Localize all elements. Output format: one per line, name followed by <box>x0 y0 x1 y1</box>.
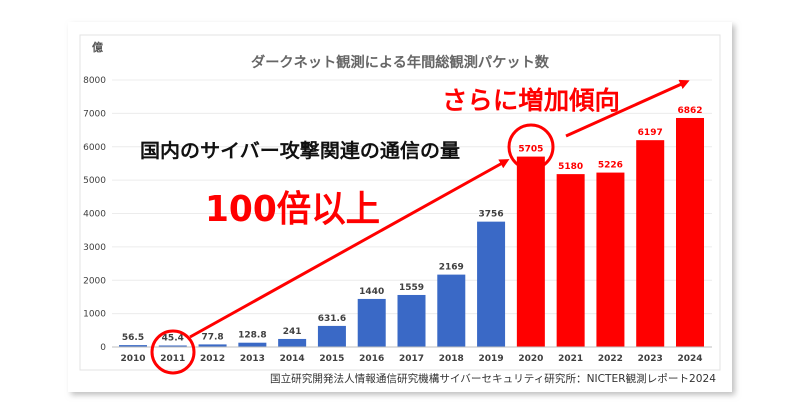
data-label-2015: 631.6 <box>318 314 346 324</box>
highlight-circle-2011 <box>150 329 196 375</box>
source-note: 国立研究開発法人情報通信研究機構サイバーセキュリティ研究所：NICTER観測レポ… <box>270 372 716 385</box>
y-tick-label: 7000 <box>83 109 106 119</box>
bar-2024 <box>676 117 704 348</box>
data-label-2021: 5180 <box>558 162 583 172</box>
data-label-2024: 6862 <box>677 106 702 116</box>
x-axis-categories: 2010 2011 2012 2013 2014 2015 2016 2017 2018 2019… <box>120 354 702 364</box>
bar-2021 <box>556 174 585 347</box>
bar-2015 <box>317 325 346 347</box>
data-label-2014: 241 <box>283 327 302 337</box>
y-tick-label: 6000 <box>83 143 106 153</box>
data-label-2023: 6197 <box>638 128 663 138</box>
x-tick-label: 2020 <box>518 354 543 364</box>
highlight-circle-2020 <box>507 123 555 171</box>
data-label-2012: 77.8 <box>201 332 223 342</box>
growth-arrow <box>189 159 510 339</box>
chart-frame <box>79 34 721 371</box>
bar-2018 <box>437 274 466 347</box>
y-tick-label: 2000 <box>83 276 106 286</box>
y-tick-label: 0 <box>100 343 106 353</box>
bar-2020 <box>516 156 545 347</box>
bar-2014 <box>278 338 307 347</box>
trend-arrow <box>565 79 690 138</box>
x-tick-label: 2010 <box>120 354 145 364</box>
chart-title: ダークネット観測による年間総観測パケット数 <box>251 54 550 71</box>
x-tick-label: 2023 <box>638 354 663 364</box>
x-tick-label: 2015 <box>319 354 344 364</box>
data-label-2020: 5705 <box>518 145 543 155</box>
data-label-2022: 5226 <box>598 161 623 171</box>
annotation-growth: 100倍以上 <box>205 189 380 230</box>
bar-2019 <box>477 221 506 347</box>
bar-2022 <box>596 172 625 347</box>
data-label-2018: 2169 <box>439 263 464 273</box>
data-label-2013: 128.8 <box>238 331 266 341</box>
x-tick-label: 2018 <box>439 354 464 364</box>
bar-2012 <box>198 344 227 347</box>
bar-2023 <box>636 140 665 347</box>
x-tick-label: 2013 <box>240 354 265 364</box>
data-label-2011: 45.4 <box>162 333 184 343</box>
y-axis-ticks: 0 1000 2000 3000 4000 5000 6000 7000 8000 <box>83 76 106 353</box>
y-tick-label: 3000 <box>83 243 106 253</box>
annotation-trend: さらに増加傾向 <box>442 86 620 115</box>
y-axis-unit: 億 <box>92 40 103 54</box>
x-tick-label: 2012 <box>200 354 225 364</box>
y-tick-label: 5000 <box>83 176 106 186</box>
x-tick-label: 2016 <box>359 354 384 364</box>
bar-2011 <box>158 345 187 347</box>
bars <box>119 117 704 348</box>
x-tick-label: 2011 <box>160 354 185 364</box>
annotation-subject: 国内のサイバー攻撃関連の通信の量 <box>140 139 460 162</box>
y-tick-label: 1000 <box>83 310 106 320</box>
x-tick-label: 2017 <box>399 354 424 364</box>
x-tick-label: 2014 <box>280 354 305 364</box>
bar-2013 <box>238 342 267 347</box>
y-tick-label: 4000 <box>83 210 106 220</box>
bar-2017 <box>397 294 426 347</box>
y-tick-label: 8000 <box>83 76 106 86</box>
data-label-2010: 56.5 <box>122 333 144 343</box>
data-label-2017: 1559 <box>399 283 424 293</box>
x-tick-label: 2022 <box>598 354 623 364</box>
bar-2010 <box>119 345 147 347</box>
x-tick-label: 2024 <box>677 354 702 364</box>
data-label-2019: 3756 <box>479 210 504 220</box>
x-tick-label: 2019 <box>479 354 504 364</box>
data-label-2016: 1440 <box>359 287 384 297</box>
bar-2016 <box>357 298 386 347</box>
x-tick-label: 2021 <box>558 354 583 364</box>
data-labels: 56.5 45.4 77.8 128.8 241 631.6 1440 1559 2169 375… <box>122 106 703 344</box>
